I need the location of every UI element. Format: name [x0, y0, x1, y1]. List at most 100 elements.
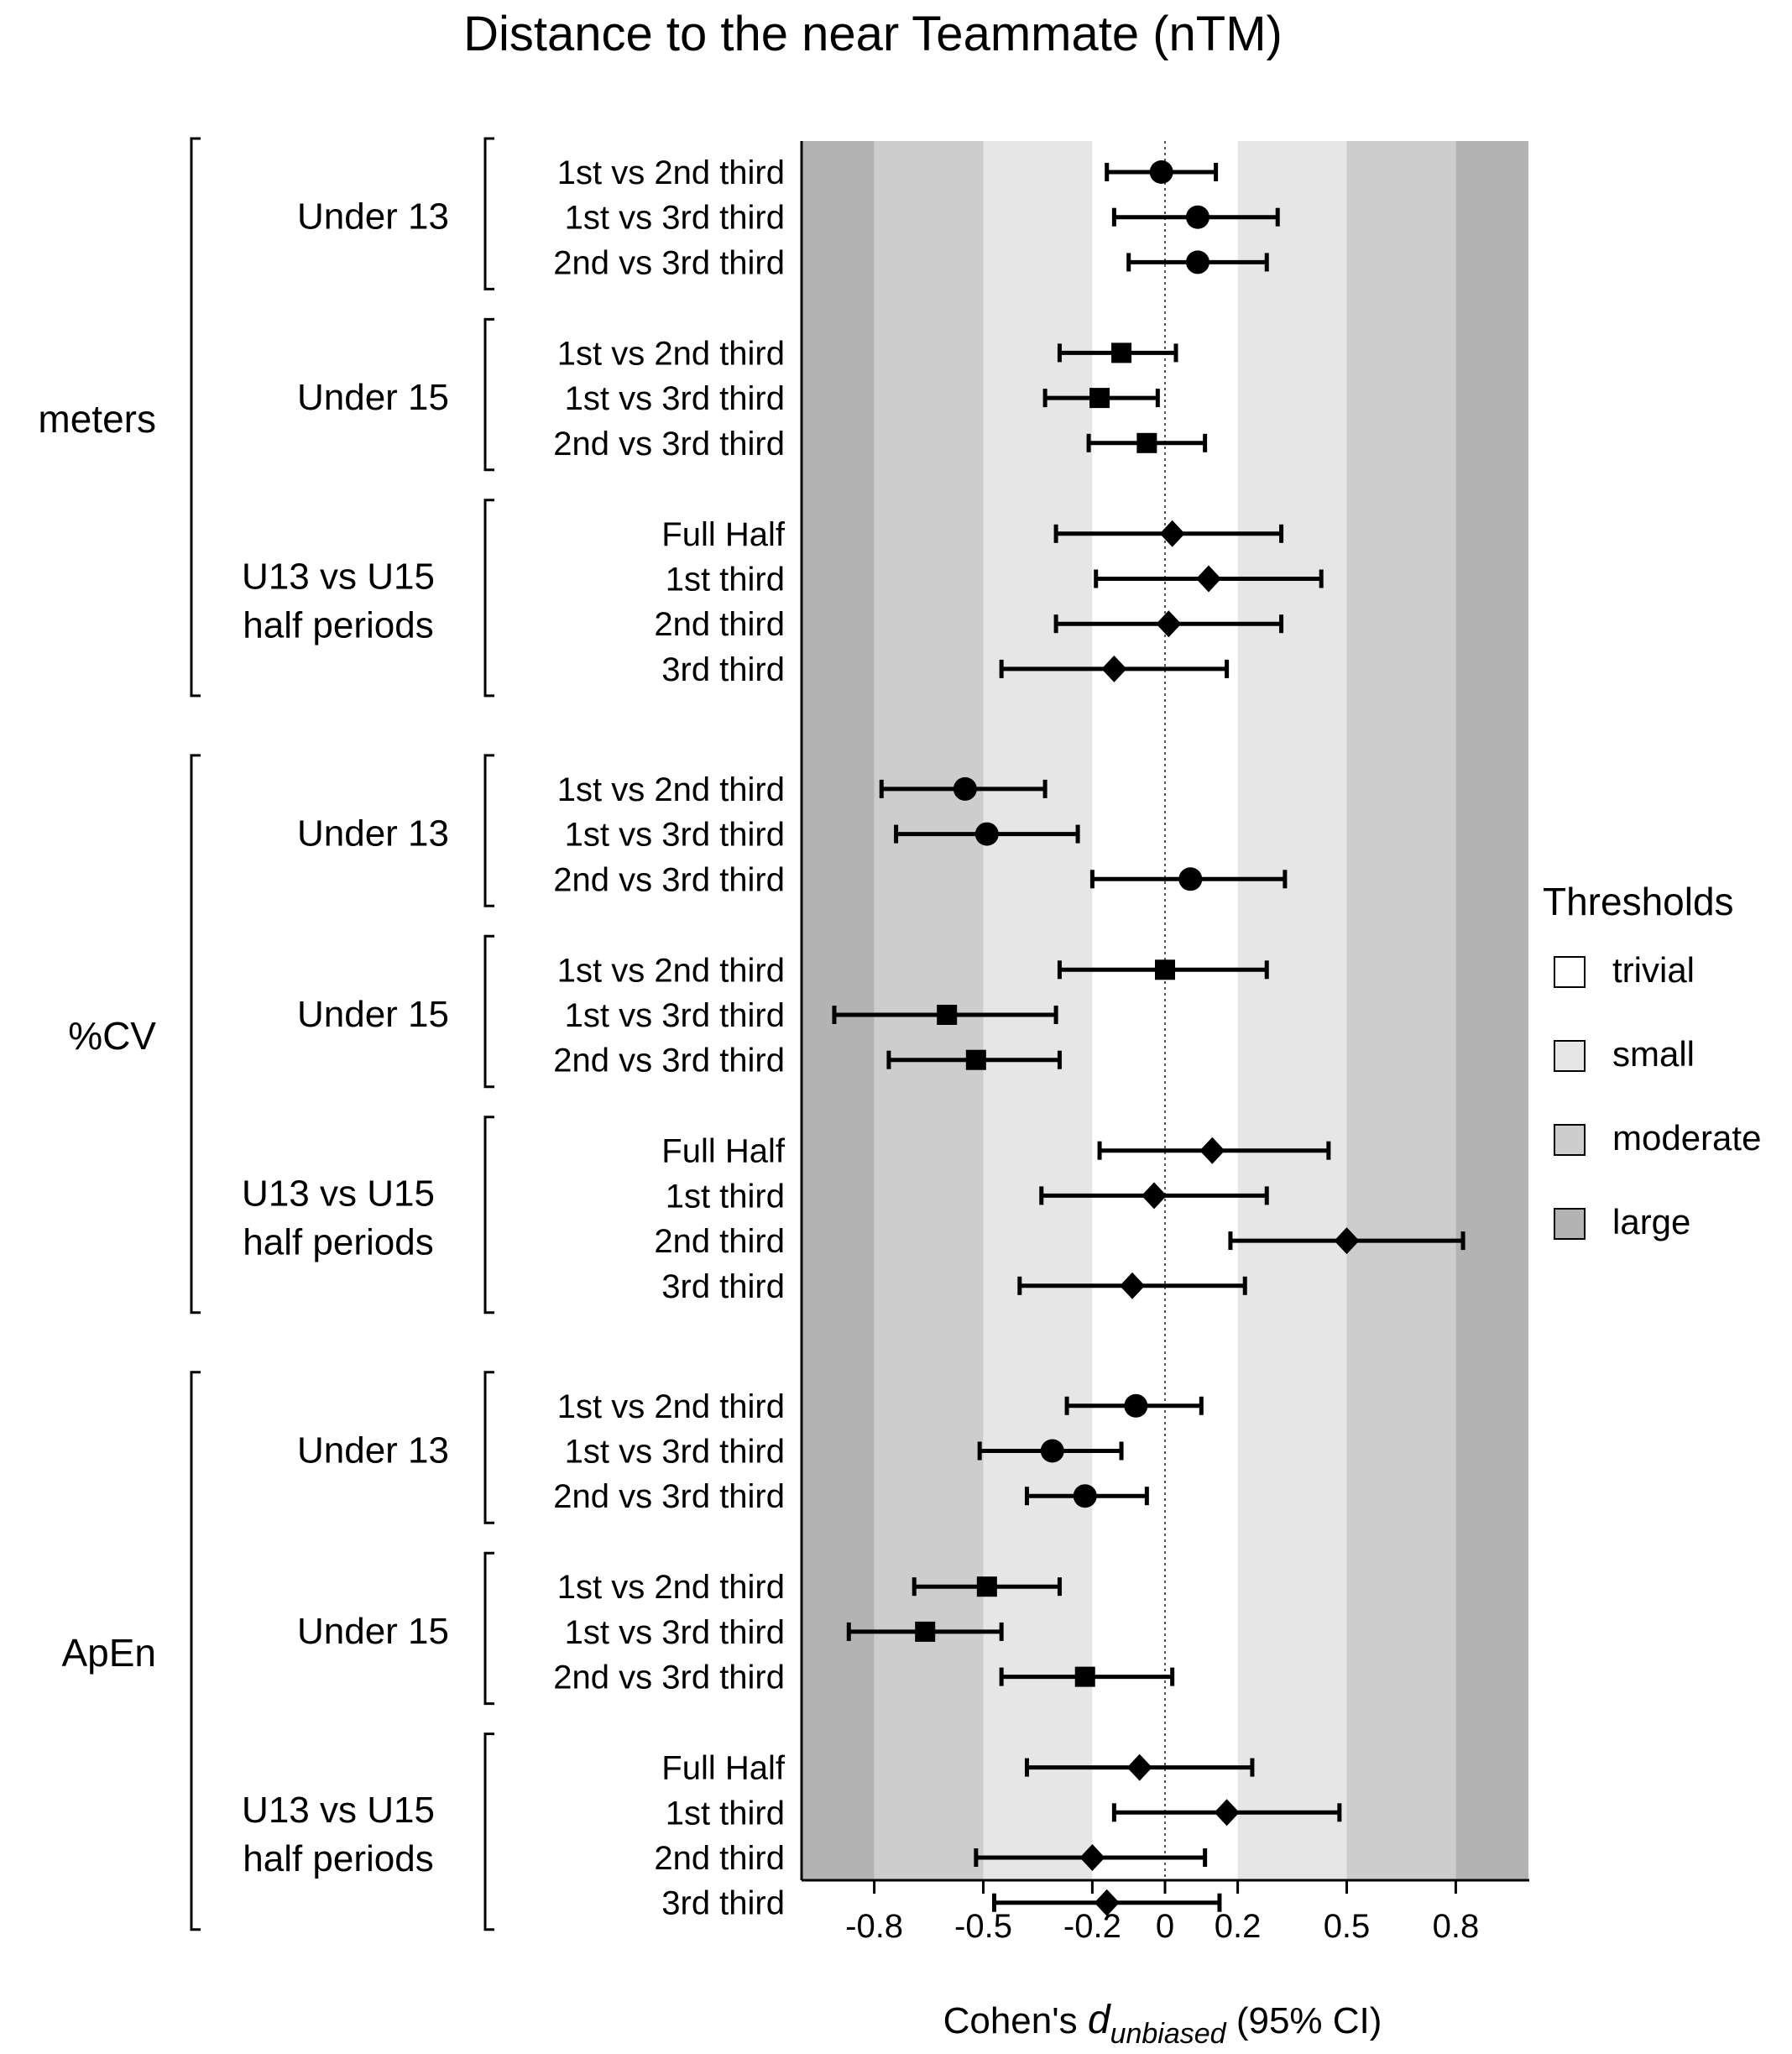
row-label: 3rd third	[661, 1885, 785, 1922]
row-label: 2nd third	[654, 606, 785, 643]
row-label: Full Half	[661, 516, 786, 553]
row-label: 2nd vs 3rd third	[553, 426, 785, 463]
point-estimate-circle	[1149, 160, 1173, 184]
point-estimate-diamond	[1195, 565, 1221, 593]
group-label: U13 vs U15	[242, 1790, 435, 1831]
x-tick-label: -0.5	[954, 1908, 1012, 1945]
point-estimate-circle	[1124, 1393, 1148, 1418]
x-tick-label: -0.2	[1063, 1908, 1121, 1945]
point-estimate-circle	[1073, 1484, 1097, 1508]
metric-label: ApEn	[61, 1631, 156, 1675]
row-label: 1st vs 3rd third	[565, 817, 785, 854]
point-estimate-diamond	[1334, 1227, 1360, 1255]
legend-swatch-trivial	[1554, 956, 1586, 988]
point-estimate-diamond	[1199, 1137, 1225, 1164]
point-estimate-square	[937, 1005, 958, 1025]
x-axis-label-main: Cohen's	[943, 2000, 1088, 2041]
row-label: 2nd third	[654, 1840, 785, 1877]
row-label: 1st vs 3rd third	[565, 997, 785, 1034]
x-tick-label: 0.8	[1433, 1908, 1480, 1945]
metric-label: meters	[38, 397, 156, 441]
legend-title: Thresholds	[1543, 880, 1734, 923]
row-label: 1st third	[666, 562, 785, 598]
chart-title: Distance to the near Teammate (nTM)	[463, 7, 1283, 61]
group-label: U13 vs U15	[242, 556, 435, 597]
group-bracket	[483, 1371, 494, 1524]
row-label: 1st vs 2nd third	[557, 771, 785, 808]
group-label: U13 vs U15	[242, 1173, 435, 1214]
x-axis-label-subscript: unbiased	[1110, 2018, 1227, 2050]
band-small-positive	[1237, 141, 1347, 1880]
row-label: 3rd third	[661, 1268, 785, 1305]
group-bracket	[483, 499, 494, 698]
x-tick-label: 0.5	[1324, 1908, 1371, 1945]
row-label: 1st vs 3rd third	[565, 200, 785, 237]
x-tick-label: -0.8	[845, 1908, 903, 1945]
row-label: 2nd vs 3rd third	[553, 861, 785, 898]
metric-bracket	[190, 137, 201, 698]
row-label: 1st third	[666, 1178, 785, 1215]
metric-label: %CV	[68, 1014, 156, 1058]
point-estimate-diamond	[1120, 1272, 1146, 1299]
point-estimate-square	[1089, 388, 1110, 409]
band-small-negative	[983, 141, 1093, 1880]
row-label: 1st vs 2nd third	[557, 154, 785, 191]
row-label: 1st vs 2nd third	[557, 1388, 785, 1425]
row-label: 1st vs 2nd third	[557, 335, 785, 372]
x-tick-label: 0.2	[1215, 1908, 1262, 1945]
threshold-legend: Thresholds trivial small moderate large	[1543, 880, 1761, 1241]
band-large-positive	[1455, 141, 1528, 1880]
point-estimate-square	[965, 1049, 986, 1070]
point-estimate-square	[915, 1621, 936, 1642]
x-axis-label-d: d	[1088, 1998, 1111, 2042]
row-label: 2nd vs 3rd third	[553, 244, 785, 281]
band-moderate-positive	[1346, 141, 1456, 1880]
group-bracket	[483, 317, 494, 472]
group-brackets	[190, 137, 494, 1931]
group-label: half periods	[243, 604, 433, 645]
legend-swatch-large	[1554, 1208, 1586, 1240]
point-estimate-square	[1136, 432, 1157, 453]
row-label: Full Half	[661, 1133, 786, 1170]
point-estimate-circle	[1040, 1439, 1064, 1463]
data-marks	[832, 160, 1465, 1916]
row-label: 3rd third	[661, 651, 785, 688]
point-estimate-diamond	[1159, 520, 1185, 547]
point-estimate-circle	[974, 822, 999, 846]
point-estimate-diamond	[1142, 1182, 1168, 1210]
legend-label-moderate: moderate	[1612, 1118, 1761, 1158]
group-label: Under 13	[297, 196, 449, 238]
group-label: Under 15	[297, 377, 449, 418]
x-axis: -0.8 -0.5 -0.2 0 0.2 0.5 0.8	[800, 141, 1529, 1945]
legend-label-large: large	[1612, 1202, 1690, 1241]
row-label: 1st vs 3rd third	[565, 1434, 785, 1471]
point-estimate-diamond	[1079, 1844, 1105, 1871]
point-estimate-circle	[953, 776, 977, 801]
legend-swatch-small	[1554, 1040, 1586, 1072]
x-axis-label: Cohen's dunbiased (95% CI)	[943, 1998, 1382, 2050]
row-labels: 1st vs 2nd third 1st vs 3rd third 2nd vs 3…	[38, 154, 785, 1922]
legend-label-trivial: trivial	[1612, 950, 1695, 990]
x-axis-label-suffix: (95% CI)	[1226, 2000, 1382, 2041]
point-estimate-circle	[1185, 205, 1209, 229]
group-label: Under 15	[297, 994, 449, 1035]
point-estimate-circle	[1185, 250, 1209, 274]
row-label: 1st vs 3rd third	[565, 380, 785, 417]
point-estimate-diamond	[1126, 1753, 1152, 1781]
legend-swatch-moderate	[1554, 1124, 1586, 1156]
group-bracket	[483, 1116, 494, 1314]
group-bracket	[483, 1551, 494, 1706]
point-estimate-diamond	[1094, 1889, 1120, 1916]
group-bracket	[483, 137, 494, 290]
group-bracket	[483, 754, 494, 907]
point-estimate-diamond	[1101, 655, 1127, 682]
row-label: Full Half	[661, 1750, 786, 1787]
point-estimate-circle	[1178, 867, 1203, 891]
row-label: 1st third	[666, 1795, 785, 1832]
point-estimate-square	[1155, 959, 1175, 980]
row-label: 1st vs 2nd third	[557, 952, 785, 989]
threshold-bands	[802, 141, 1528, 1880]
row-label: 2nd vs 3rd third	[553, 1659, 785, 1696]
group-label: half periods	[243, 1838, 433, 1879]
